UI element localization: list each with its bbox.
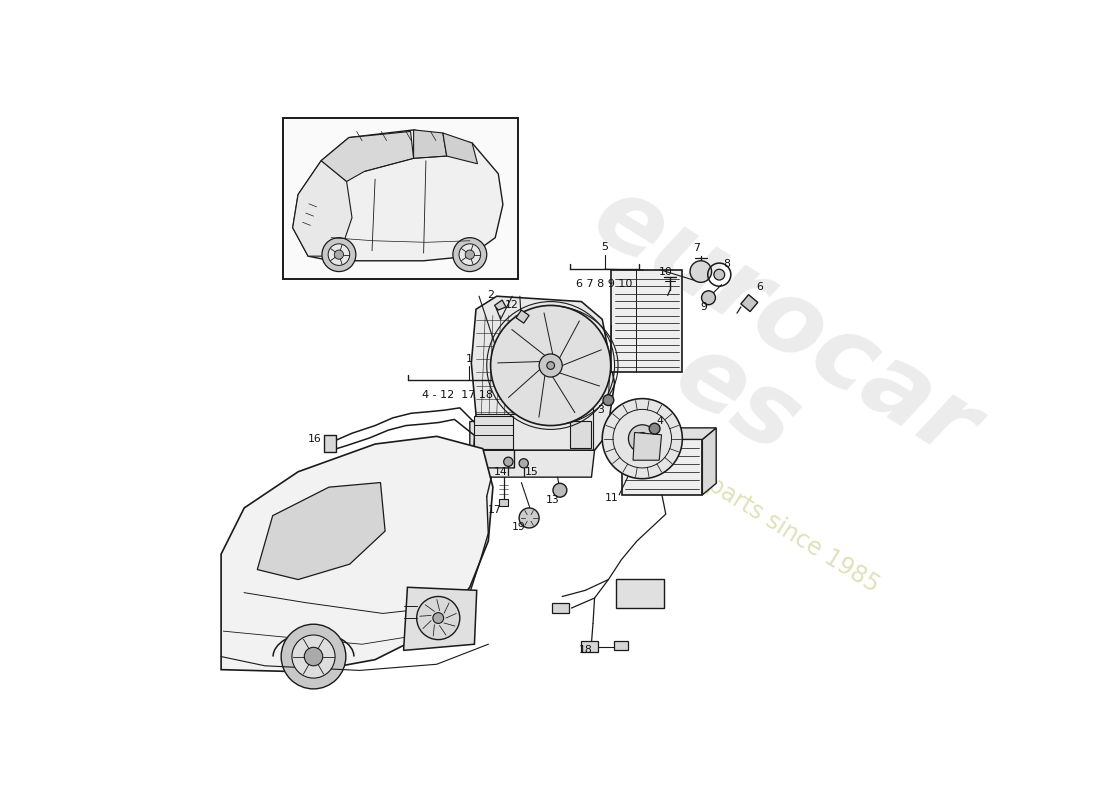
Text: 14: 14	[494, 466, 507, 477]
Text: 4 - 12  17 18: 4 - 12 17 18	[422, 390, 493, 400]
Bar	[499, 499, 508, 506]
Circle shape	[519, 508, 539, 528]
Circle shape	[334, 250, 343, 259]
Circle shape	[628, 425, 656, 453]
Bar	[616, 578, 663, 608]
Text: a passion for parts since 1985: a passion for parts since 1985	[568, 388, 883, 598]
Polygon shape	[634, 433, 661, 460]
Polygon shape	[621, 428, 716, 439]
Circle shape	[539, 354, 562, 377]
Circle shape	[690, 261, 712, 282]
Text: 18: 18	[579, 646, 592, 655]
Polygon shape	[293, 130, 503, 261]
Polygon shape	[321, 131, 414, 182]
Circle shape	[432, 613, 443, 623]
Text: eurocar
es: eurocar es	[527, 168, 993, 555]
Polygon shape	[474, 450, 594, 477]
Circle shape	[328, 244, 350, 266]
Polygon shape	[741, 294, 758, 311]
Circle shape	[459, 244, 481, 266]
Text: 10: 10	[659, 266, 672, 277]
Circle shape	[553, 483, 566, 497]
Text: 3: 3	[597, 405, 604, 415]
Bar	[581, 641, 597, 652]
Circle shape	[636, 433, 648, 445]
Text: 11: 11	[605, 493, 618, 503]
Text: 15: 15	[525, 466, 538, 477]
Circle shape	[547, 362, 554, 370]
Text: 19: 19	[513, 522, 526, 532]
Circle shape	[649, 423, 660, 434]
Polygon shape	[443, 133, 477, 164]
Polygon shape	[404, 587, 476, 650]
Circle shape	[603, 398, 682, 478]
Circle shape	[453, 238, 486, 271]
Circle shape	[702, 291, 715, 305]
Text: 4: 4	[657, 416, 663, 426]
Bar	[323, 435, 336, 452]
Text: 12: 12	[505, 301, 518, 310]
Text: 8: 8	[724, 259, 730, 269]
Bar	[570, 421, 592, 448]
Text: 2: 2	[487, 290, 494, 300]
Text: 6 7 8 9 10: 6 7 8 9 10	[576, 279, 632, 290]
Circle shape	[282, 624, 345, 689]
Circle shape	[504, 457, 513, 466]
Polygon shape	[470, 414, 515, 468]
Circle shape	[465, 250, 474, 259]
Circle shape	[292, 635, 336, 678]
Polygon shape	[221, 436, 493, 672]
Circle shape	[322, 238, 355, 271]
Circle shape	[417, 597, 460, 640]
Polygon shape	[495, 300, 506, 310]
Text: 6: 6	[757, 282, 763, 292]
Bar	[612, 270, 682, 372]
Text: 1: 1	[465, 354, 473, 364]
Polygon shape	[293, 161, 352, 256]
Polygon shape	[471, 296, 615, 450]
Polygon shape	[414, 130, 447, 158]
Text: 16: 16	[307, 434, 321, 444]
Polygon shape	[516, 310, 529, 323]
Text: 5: 5	[601, 242, 608, 252]
Bar	[614, 641, 628, 650]
Bar	[283, 118, 518, 279]
Polygon shape	[703, 428, 716, 495]
Bar	[474, 415, 513, 450]
Text: 17: 17	[487, 506, 502, 515]
Circle shape	[519, 458, 528, 468]
Circle shape	[491, 306, 611, 426]
Text: 7: 7	[693, 243, 700, 254]
Circle shape	[305, 647, 322, 666]
Circle shape	[603, 394, 614, 406]
Bar	[552, 602, 569, 614]
Polygon shape	[257, 482, 385, 579]
Text: 13: 13	[546, 495, 559, 506]
Bar	[621, 439, 703, 495]
Circle shape	[714, 270, 725, 280]
Text: 9: 9	[701, 302, 707, 312]
